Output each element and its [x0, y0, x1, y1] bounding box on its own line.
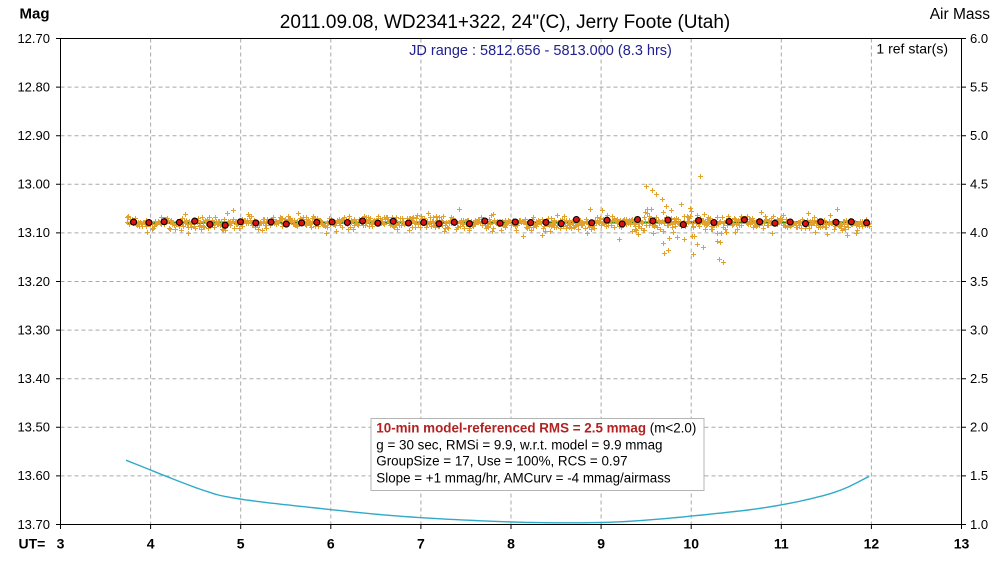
svg-text:13.40: 13.40 [17, 371, 50, 386]
svg-text:2011.09.08, WD2341+322, 24"(C): 2011.09.08, WD2341+322, 24"(C), Jerry Fo… [280, 12, 730, 33]
svg-text:3.5: 3.5 [970, 274, 988, 289]
svg-text:5.0: 5.0 [970, 128, 988, 143]
svg-text:JD range : 5812.656 - 5813.000: JD range : 5812.656 - 5813.000 (8.3 hrs) [409, 43, 672, 59]
svg-text:13.60: 13.60 [17, 468, 50, 483]
svg-text:12.70: 12.70 [17, 31, 50, 46]
svg-text:7: 7 [417, 536, 425, 552]
svg-text:UT=: UT= [19, 536, 46, 552]
svg-text:13.70: 13.70 [17, 517, 50, 532]
svg-text:8: 8 [507, 536, 515, 552]
svg-text:5.5: 5.5 [970, 79, 988, 94]
svg-text:4.0: 4.0 [970, 225, 988, 240]
svg-text:13.30: 13.30 [17, 322, 50, 337]
svg-text:6.0: 6.0 [970, 31, 988, 46]
svg-text:4.5: 4.5 [970, 177, 988, 192]
svg-text:2.5: 2.5 [970, 371, 988, 386]
svg-text:Air Mass: Air Mass [930, 6, 991, 23]
svg-text:10: 10 [683, 536, 699, 552]
svg-text:g = 30 sec, RMSi = 9.9, w.r.t.: g = 30 sec, RMSi = 9.9, w.r.t. model = 9… [376, 438, 662, 453]
svg-text:3: 3 [57, 536, 65, 552]
svg-text:12.90: 12.90 [17, 128, 50, 143]
svg-text:12: 12 [864, 536, 880, 552]
svg-text:1 ref star(s): 1 ref star(s) [876, 41, 948, 57]
svg-text:1.0: 1.0 [970, 517, 988, 532]
svg-text:13.20: 13.20 [17, 274, 50, 289]
svg-text:10-min model-referenced RMS =: 10-min model-referenced RMS = 2.5 mmag (… [376, 421, 696, 436]
svg-text:Mag: Mag [20, 6, 50, 23]
svg-text:3.0: 3.0 [970, 322, 988, 337]
svg-text:2.0: 2.0 [970, 420, 988, 435]
svg-text:GroupSize = 17, Use = 100%, RC: GroupSize = 17, Use = 100%, RCS = 0.97 [376, 454, 627, 469]
svg-text:Slope = +1 mmag/hr, AMCurv = -: Slope = +1 mmag/hr, AMCurv = -4 mmag/air… [376, 471, 671, 486]
svg-text:13.00: 13.00 [17, 177, 50, 192]
svg-text:13: 13 [954, 536, 970, 552]
svg-text:4: 4 [147, 536, 155, 552]
svg-text:13.10: 13.10 [17, 225, 50, 240]
svg-text:1.5: 1.5 [970, 468, 988, 483]
svg-text:13.50: 13.50 [17, 420, 50, 435]
svg-text:12.80: 12.80 [17, 79, 50, 94]
svg-text:5: 5 [237, 536, 245, 552]
svg-text:9: 9 [597, 536, 605, 552]
svg-text:6: 6 [327, 536, 335, 552]
svg-text:11: 11 [774, 536, 789, 552]
